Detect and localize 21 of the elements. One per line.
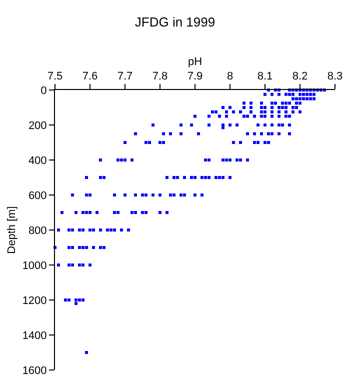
y-tick-label: 600 [28,190,47,202]
x-tick-label: 8.3 [327,70,343,83]
chart-title: JFDG in 1999 [134,14,216,30]
y-axis-title: Depth [m] [6,206,18,254]
x-tick-label: 7.5 [47,70,63,83]
x-tick-label: 7.6 [82,70,98,83]
y-tick-label: 0 [40,84,47,97]
x-tick-label: 8.1 [257,70,273,83]
x-axis-title: pH [188,56,202,68]
y-tick-label: 1200 [22,294,47,307]
y-tick-label: 400 [28,154,47,167]
x-tick-label: 7.7 [117,70,133,83]
y-tick-label: 1000 [22,260,47,272]
x-tick-label: 8.2 [292,70,308,83]
x-tick-label: 8 [226,70,234,83]
y-tick-label: 1400 [22,330,47,342]
y-tick-label: 1600 [22,364,47,377]
y-tick-label: 200 [28,120,47,132]
x-tick-label: 7.8 [152,70,168,83]
x-tick-label: 7.9 [187,70,203,83]
y-tick-label: 800 [28,224,47,237]
